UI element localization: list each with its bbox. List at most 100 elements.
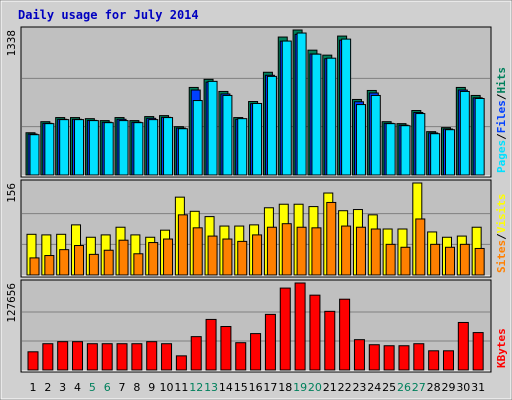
bar: [131, 343, 143, 371]
bar: [430, 133, 441, 176]
bar: [29, 257, 40, 276]
bar: [370, 228, 381, 276]
x-tick-label: 15: [234, 381, 248, 394]
bar: [444, 246, 455, 276]
bar: [103, 249, 114, 276]
bar: [459, 243, 470, 276]
bar: [192, 227, 203, 276]
bar: [118, 120, 129, 176]
bar: [281, 223, 292, 276]
legend: Pages/Files/Hits: [495, 67, 508, 173]
bar: [266, 226, 277, 276]
bar: [294, 282, 306, 371]
bar: [74, 245, 85, 276]
bar: [86, 343, 98, 371]
bar: [118, 239, 129, 276]
bar: [88, 253, 99, 276]
bar: [220, 326, 232, 371]
x-tick-label: 21: [323, 381, 337, 394]
y-tick-label: 156: [5, 183, 18, 203]
bar: [385, 243, 396, 276]
bar: [103, 122, 114, 176]
x-tick-label: 29: [441, 381, 455, 394]
bar: [326, 201, 337, 276]
x-tick-label: 10: [160, 381, 174, 394]
bar: [44, 123, 55, 176]
bar: [341, 225, 352, 276]
bar: [42, 343, 54, 371]
bar: [279, 287, 291, 371]
bar: [133, 122, 144, 176]
x-tick-label: 4: [74, 381, 81, 394]
bar: [415, 113, 426, 176]
bar: [252, 102, 263, 176]
legend: KBytes: [495, 328, 508, 368]
bar: [235, 342, 247, 371]
bar: [101, 343, 113, 371]
x-tick-label: 19: [293, 381, 307, 394]
x-tick-label: 30: [456, 381, 470, 394]
x-tick-label: 18: [278, 381, 292, 394]
bar: [57, 341, 69, 371]
bar: [177, 214, 188, 276]
x-tick-label: 22: [338, 381, 352, 394]
bar: [146, 341, 158, 371]
x-tick-label: 12: [189, 381, 203, 394]
legend-separator: /: [495, 233, 508, 240]
bar: [133, 253, 144, 276]
bar: [222, 238, 233, 276]
bar: [370, 94, 381, 176]
bar: [116, 343, 128, 371]
legend-entry: KBytes: [495, 328, 508, 368]
bar: [474, 97, 485, 176]
bar: [192, 100, 203, 176]
legend: Sites/Visits: [495, 194, 508, 274]
bar: [250, 333, 262, 371]
bar: [88, 120, 99, 176]
bar: [430, 243, 441, 276]
bar: [444, 129, 455, 176]
bar: [459, 90, 470, 176]
x-tick-label: 5: [89, 381, 96, 394]
x-tick-label: 24: [367, 381, 381, 394]
bar: [163, 117, 174, 176]
legend-separator: /: [495, 93, 508, 100]
bar: [339, 298, 351, 371]
legend-entry: Pages: [495, 140, 508, 173]
bar: [264, 313, 276, 371]
bar: [74, 119, 85, 176]
bar: [266, 75, 277, 176]
bar: [341, 38, 352, 176]
bar: [175, 355, 187, 371]
x-tick-label: 23: [352, 381, 366, 394]
legend-separator: /: [495, 133, 508, 140]
bar: [281, 40, 292, 176]
bar: [222, 94, 233, 176]
bar: [59, 249, 70, 276]
bar: [177, 128, 188, 176]
bar: [383, 345, 395, 371]
bar: [324, 310, 336, 371]
bar: [355, 226, 366, 276]
bar: [44, 255, 55, 276]
bar: [148, 119, 159, 176]
bar: [190, 336, 202, 371]
bar: [205, 318, 217, 371]
legend-entry: Sites: [495, 240, 508, 273]
x-tick-label: 17: [263, 381, 277, 394]
bar: [207, 235, 218, 276]
x-tick-label: 7: [119, 381, 126, 394]
bar: [148, 242, 159, 276]
bar: [296, 32, 307, 176]
bar: [385, 123, 396, 176]
bar: [296, 226, 307, 276]
bar: [413, 343, 425, 371]
bar: [457, 321, 469, 371]
bar: [415, 218, 426, 276]
bar: [237, 118, 248, 176]
x-tick-label: 11: [174, 381, 188, 394]
bar: [29, 134, 40, 176]
